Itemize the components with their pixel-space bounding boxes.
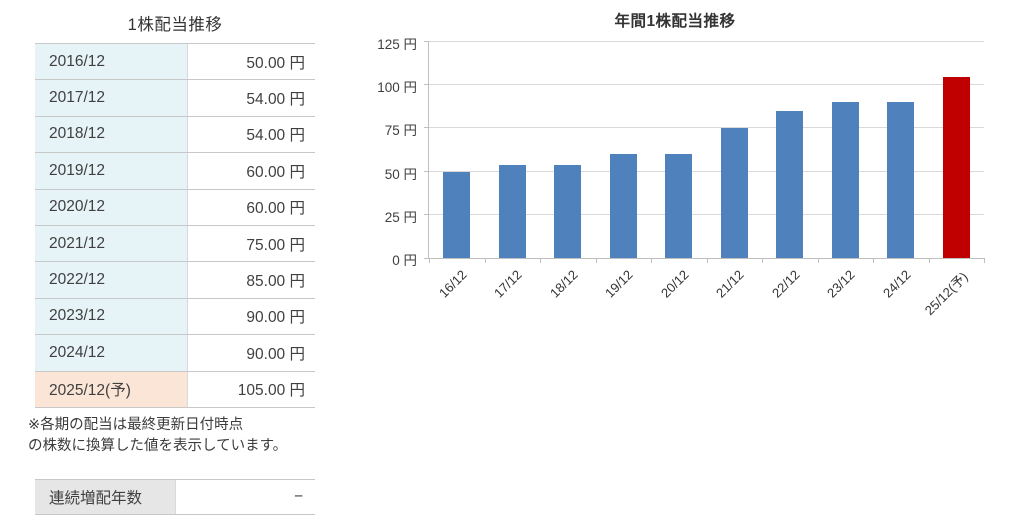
y-axis-tick [424,258,429,259]
value-cell: 54.00 円 [188,80,315,116]
period-cell: 2022/12 [35,262,188,298]
table-row: 2020/12 60.00 円 [35,189,315,226]
table-row: 2022/12 85.00 円 [35,262,315,299]
gridline [429,84,984,86]
table-title: 1株配当推移 [127,16,223,34]
chart-bar [665,154,693,258]
y-axis-tick [424,41,429,42]
consecutive-increase-value: − [176,479,315,514]
x-axis-tick [817,258,819,263]
x-axis-tick [762,258,763,263]
x-axis-tick [928,258,930,263]
chart-bar [887,102,915,258]
table-row: 2025/12(予) 105.00 円 [35,371,315,408]
table-row: 2023/12 90.00 円 [35,298,315,336]
y-axis-tick [424,213,429,215]
chart-bar [720,128,748,258]
y-axis-label: 125 円 [377,37,417,52]
chart-bar [942,76,970,258]
table-row: 2024/12 90.00 円 [35,335,315,372]
value-cell: 60.00 円 [188,153,315,189]
chart-bar [554,164,582,258]
period-cell: 2024/12 [35,335,188,371]
period-cell: 2018/12 [35,116,188,153]
y-axis-label: 0 円 [392,253,417,268]
y-axis-tick [424,127,429,129]
footnote: ※各期の配当は最終更新日付時点 の株数に換算した値を表示しています。 [28,415,320,458]
period-cell: 2016/12 [35,44,188,80]
x-axis-tick [984,258,985,263]
gridline [429,41,984,42]
chart-bar [498,164,526,258]
table-row: 2021/12 75.00 円 [35,225,315,263]
period-cell: 2017/12 [35,80,188,116]
value-cell: 75.00 円 [188,225,315,262]
value-cell: 54.00 円 [188,116,315,153]
dividend-table: 2016/12 50.00 円 2017/12 54.00 円 2018/12 54.00… [35,43,315,408]
footnote-line-1: ※各期の配当は最終更新日付時点 [28,416,244,433]
consecutive-increase-label: 連続増配年数 [35,479,176,514]
x-axis-tick [540,258,541,263]
x-axis-tick [873,258,874,263]
value-cell: 90.00 円 [188,335,315,371]
x-axis-tick [595,258,597,263]
chart-bar [609,154,637,258]
y-axis-label: 25 円 [384,209,417,225]
y-axis-tick [424,170,429,172]
x-axis-tick [429,258,430,263]
y-axis-label: 75 円 [384,123,417,139]
gridline [429,170,984,172]
value-cell: 50.00 円 [188,44,315,80]
period-cell: 2021/12 [35,225,188,262]
period-cell: 2019/12 [35,153,188,189]
footnote-line-2: の株数に換算した値を表示しています。 [28,438,288,455]
x-axis-tick [651,258,652,263]
y-axis-tick [424,84,429,86]
y-axis-label: 50 円 [384,166,417,182]
x-axis-tick [484,258,486,263]
consecutive-increase-table: 連続増配年数 − [35,478,315,515]
value-cell: 85.00 円 [188,262,315,298]
period-cell: 2025/12(予) [35,371,188,407]
table-row: 2017/12 54.00 円 [35,80,315,117]
dividend-table-panel: 1株配当推移 2016/12 50.00 円 2017/12 54.00 円 2018/… [28,8,320,515]
dividend-chart: 年間1株配当推移 0 円 25 円 50 円 75 円 100 円 125 円 16/12 1… [345,0,1024,350]
chart-title: 年間1株配当推移 [614,13,736,30]
y-axis-label: 100 円 [377,80,417,96]
plot-area: 0 円 25 円 50 円 75 円 100 円 125 円 16/12 17/12 18/12… [377,37,985,318]
period-cell: 2020/12 [35,189,188,225]
chart-bar [776,111,804,258]
gridline [429,213,984,215]
x-axis-tick [706,258,708,263]
chart-bar [831,102,859,258]
value-cell: 60.00 円 [188,189,315,225]
value-cell: 90.00 円 [188,298,315,335]
table-row: 2016/12 50.00 円 [35,44,315,81]
period-cell: 2023/12 [35,298,188,335]
table-row: 2018/12 54.00 円 [35,116,315,154]
chart-bar [443,171,471,258]
value-cell: 105.00 円 [188,371,315,407]
gridline [429,127,984,129]
table-row: 2019/12 60.00 円 [35,153,315,190]
